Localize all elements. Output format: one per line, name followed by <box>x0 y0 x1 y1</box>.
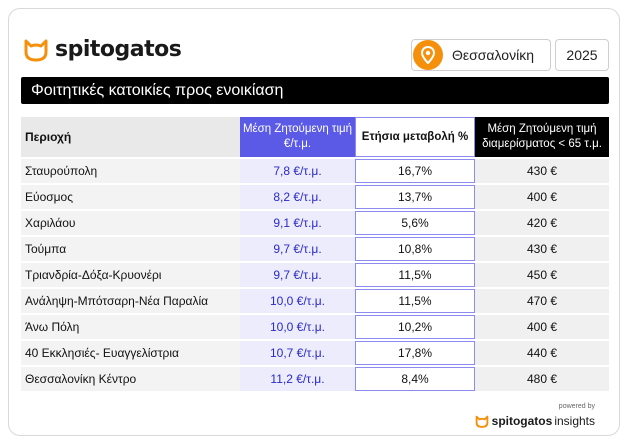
table-row: Χαριλάου 9,1 €/τ.μ. 5,6% 420 € <box>21 211 609 235</box>
change-cell: 5,6% <box>355 211 475 235</box>
price-cell: 11,2 €/τ.μ. <box>240 367 355 391</box>
change-cell: 11,5% <box>355 289 475 313</box>
city-name: Θεσσαλονίκη <box>452 47 534 63</box>
change-cell: 16,7% <box>355 159 475 183</box>
footer-logo: spitogatos insights <box>475 414 595 428</box>
change-cell: 10,2% <box>355 315 475 339</box>
powered-by-label: powered by <box>558 403 595 410</box>
change-cell: 10,8% <box>355 237 475 261</box>
rent-table: Περιοχή Μέση Ζητούμενη τιμή €/τ.μ. Ετήσι… <box>21 115 609 393</box>
area-cell: Χαριλάου <box>21 211 240 235</box>
small-apartment-cell: 450 € <box>475 263 609 287</box>
price-cell: 10,0 €/τ.μ. <box>240 315 355 339</box>
cat-icon <box>475 415 488 428</box>
table-body: Σταυρούπολη 7,8 €/τ.μ. 16,7% 430 € Εύοσμος 8,… <box>21 159 609 391</box>
small-apartment-cell: 420 € <box>475 211 609 235</box>
price-column-header: Μέση Ζητούμενη τιμή €/τ.μ. <box>240 117 355 157</box>
change-column-header: Ετήσια μεταβολή % <box>355 117 475 157</box>
footer-product: insights <box>554 414 595 428</box>
small-apartment-cell: 480 € <box>475 367 609 391</box>
area-column-header: Περιοχή <box>21 117 240 157</box>
area-cell: 40 Εκκλησιές- Ευαγγελίστρια <box>21 341 240 365</box>
price-cell: 10,7 €/τ.μ. <box>240 341 355 365</box>
small-apartment-cell: 470 € <box>475 289 609 313</box>
change-cell: 13,7% <box>355 185 475 209</box>
brand-name: spitogatos <box>55 37 182 62</box>
small-apartment-cell: 430 € <box>475 237 609 261</box>
change-cell: 11,5% <box>355 263 475 287</box>
infographic-card: spitogatos Θεσσαλονίκη 2025 Φοιτητικές κ… <box>8 8 620 436</box>
table-row: Ανάληψη-Μπότσαρη-Νέα Παραλία 10,0 €/τ.μ. 1… <box>21 289 609 313</box>
change-cell: 8,4% <box>355 367 475 391</box>
area-cell: Σταυρούπολη <box>21 159 240 183</box>
price-cell: 7,8 €/τ.μ. <box>240 159 355 183</box>
map-pin-icon <box>413 40 443 70</box>
area-cell: Εύοσμος <box>21 185 240 209</box>
city-selector: Θεσσαλονίκη <box>411 39 551 71</box>
area-cell: Ανάληψη-Μπότσαρη-Νέα Παραλία <box>21 289 240 313</box>
change-cell: 17,8% <box>355 341 475 365</box>
cat-icon <box>24 39 48 61</box>
area-cell: Τούμπα <box>21 237 240 261</box>
small-apartment-cell: 400 € <box>475 185 609 209</box>
small-apartment-cell: 440 € <box>475 341 609 365</box>
price-cell: 9,7 €/τ.μ. <box>240 263 355 287</box>
price-cell: 10,0 €/τ.μ. <box>240 289 355 313</box>
page-title: Φοιτητικές κατοικίες προς ενοικίαση <box>21 77 609 104</box>
price-cell: 9,7 €/τ.μ. <box>240 237 355 261</box>
price-cell: 9,1 €/τ.μ. <box>240 211 355 235</box>
table-row: Θεσσαλονίκη Κέντρο 11,2 €/τ.μ. 8,4% 480 € <box>21 367 609 391</box>
table-row: 40 Εκκλησιές- Ευαγγελίστρια 10,7 €/τ.μ. 17… <box>21 341 609 365</box>
table-row: Σταυρούπολη 7,8 €/τ.μ. 16,7% 430 € <box>21 159 609 183</box>
small-apartment-cell: 430 € <box>475 159 609 183</box>
table-row: Τούμπα 9,7 €/τ.μ. 10,8% 430 € <box>21 237 609 261</box>
table-row: Εύοσμος 8,2 €/τ.μ. 13,7% 400 € <box>21 185 609 209</box>
table-header-row: Περιοχή Μέση Ζητούμενη τιμή €/τ.μ. Ετήσι… <box>21 117 609 157</box>
table-row: Άνω Πόλη 10,0 €/τ.μ. 10,2% 400 € <box>21 315 609 339</box>
area-cell: Άνω Πόλη <box>21 315 240 339</box>
small-apartment-column-header: Μέση Ζητούμενη τιμή διαμερίσματος < 65 τ… <box>475 117 609 157</box>
area-cell: Τριανδρία-Δόξα-Κρυονέρι <box>21 263 240 287</box>
year-badge: 2025 <box>555 39 609 71</box>
small-apartment-cell: 400 € <box>475 315 609 339</box>
area-cell: Θεσσαλονίκη Κέντρο <box>21 367 240 391</box>
price-cell: 8,2 €/τ.μ. <box>240 185 355 209</box>
brand-logo: spitogatos <box>23 37 182 62</box>
table-row: Τριανδρία-Δόξα-Κρυονέρι 9,7 €/τ.μ. 11,5% 45… <box>21 263 609 287</box>
footer-brand: spitogatos <box>491 414 553 428</box>
